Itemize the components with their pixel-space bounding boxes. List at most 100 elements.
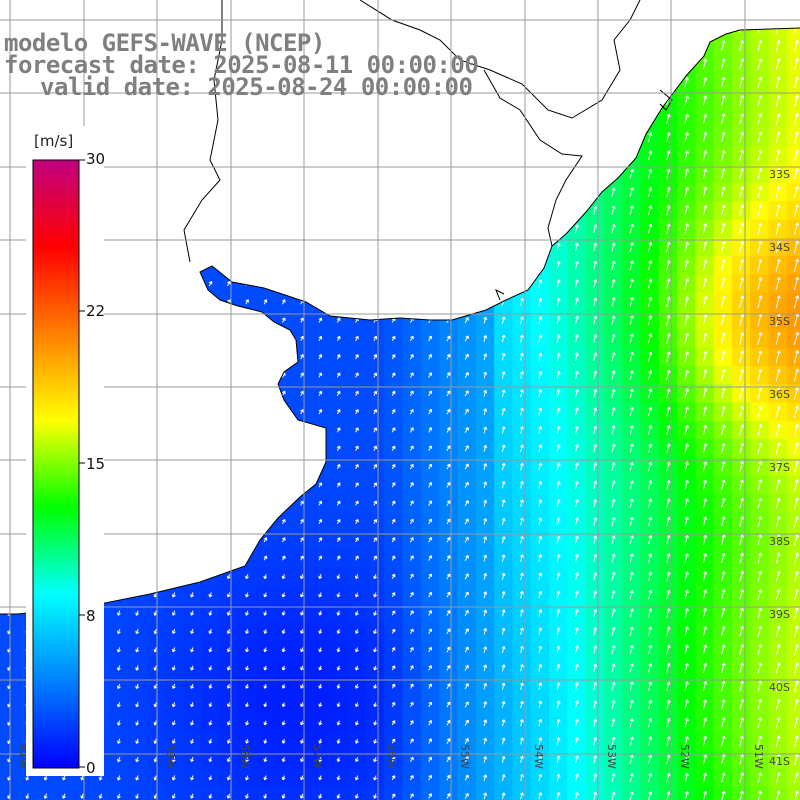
wind-arrow-icon xyxy=(391,262,396,268)
wind-arrow-icon xyxy=(318,280,323,287)
wind-arrow-icon xyxy=(702,735,708,747)
wind-arrow-icon xyxy=(135,171,140,177)
wind-arrow-icon xyxy=(135,280,140,287)
wind-arrow-icon xyxy=(757,698,763,710)
wind-arrow-icon xyxy=(318,683,323,689)
wind-arrow-icon xyxy=(117,555,121,561)
wind-arrow-icon xyxy=(25,793,30,799)
wind-arrow-icon xyxy=(391,134,396,140)
wind-arrow-icon xyxy=(373,445,377,451)
wind-arrow-icon xyxy=(263,335,268,342)
wind-arrow-icon xyxy=(483,298,488,306)
wind-arrow-icon xyxy=(538,609,543,617)
wind-arrow-icon xyxy=(281,537,286,543)
field-cell xyxy=(183,274,202,294)
wind-arrow-icon xyxy=(702,332,708,345)
wind-arrow-icon xyxy=(245,409,249,415)
colorbar-unit-label: [m/s] xyxy=(32,132,76,150)
field-cell xyxy=(549,0,568,19)
wind-arrow-icon xyxy=(391,354,396,360)
wind-arrow-icon xyxy=(501,426,506,434)
field-cell xyxy=(769,0,788,19)
wind-arrow-icon xyxy=(392,7,395,11)
field-cell xyxy=(402,28,422,38)
wind-arrow-icon xyxy=(409,134,414,140)
wind-arrow-icon xyxy=(574,77,579,87)
field-cell xyxy=(420,146,440,166)
field-cell xyxy=(183,256,202,276)
wind-arrow-icon xyxy=(794,405,799,418)
wind-arrow-icon xyxy=(208,555,213,561)
field-cell xyxy=(622,91,642,111)
wind-arrow-icon xyxy=(775,186,781,198)
wind-arrow-icon xyxy=(318,793,323,799)
wind-arrow-icon xyxy=(666,626,671,637)
wind-arrow-icon xyxy=(300,226,304,232)
field-cell xyxy=(201,128,221,147)
wind-arrow-icon xyxy=(775,113,781,125)
wind-arrow-icon xyxy=(538,444,543,453)
wind-arrow-icon xyxy=(519,792,524,800)
wind-arrow-icon xyxy=(483,591,488,599)
wind-arrow-icon xyxy=(775,735,781,747)
wind-arrow-icon xyxy=(191,7,194,11)
wind-arrow-icon xyxy=(153,445,158,451)
wind-arrow-icon xyxy=(117,445,121,451)
wind-arrow-icon xyxy=(556,28,561,32)
wind-arrow-icon xyxy=(391,610,396,616)
field-cell xyxy=(420,183,440,202)
wind-arrow-icon xyxy=(446,115,451,122)
wind-arrow-icon xyxy=(593,572,598,581)
wind-arrow-icon xyxy=(794,423,799,436)
wind-arrow-icon xyxy=(355,665,359,671)
field-cell xyxy=(347,146,367,166)
field-cell xyxy=(347,256,367,276)
wind-arrow-icon xyxy=(538,554,543,562)
field-cell xyxy=(439,28,459,38)
lat-label: 41S xyxy=(769,755,790,768)
wind-arrow-icon xyxy=(446,610,451,616)
wind-arrow-icon xyxy=(483,609,488,617)
field-cell xyxy=(201,201,221,221)
wind-arrow-icon xyxy=(135,335,140,342)
wind-arrow-icon xyxy=(538,389,543,398)
wind-arrow-icon xyxy=(208,299,213,305)
wind-arrow-icon xyxy=(281,665,286,671)
wind-arrow-icon xyxy=(153,372,158,378)
wind-arrow-icon xyxy=(373,628,377,634)
wind-arrow-icon xyxy=(190,445,194,451)
wind-arrow-icon xyxy=(593,700,598,709)
wind-arrow-icon xyxy=(775,680,781,692)
wind-arrow-icon xyxy=(172,7,175,11)
wind-arrow-icon xyxy=(648,589,653,600)
wind-arrow-icon xyxy=(775,240,781,254)
wind-arrow-icon xyxy=(446,756,451,763)
wind-arrow-icon xyxy=(538,297,543,306)
wind-arrow-icon xyxy=(794,735,799,747)
wind-arrow-icon xyxy=(721,662,726,674)
wind-arrow-icon xyxy=(721,607,726,619)
wind-arrow-icon xyxy=(135,756,140,763)
wind-arrow-icon xyxy=(556,682,561,691)
wind-arrow-icon xyxy=(538,28,543,32)
wind-arrow-icon xyxy=(757,168,763,180)
wind-arrow-icon xyxy=(446,500,451,507)
wind-arrow-icon xyxy=(647,388,653,399)
field-cell xyxy=(201,366,221,385)
wind-arrow-icon xyxy=(556,407,561,416)
wind-arrow-icon xyxy=(538,718,543,727)
wind-arrow-icon xyxy=(117,628,121,635)
field-cell xyxy=(604,0,623,19)
lon-label: 54W xyxy=(532,744,545,769)
wind-arrow-icon xyxy=(428,555,433,561)
wind-arrow-icon xyxy=(666,608,671,618)
field-cell xyxy=(786,567,800,587)
wind-arrow-icon xyxy=(739,295,745,309)
wind-arrow-icon xyxy=(373,299,377,305)
field-cell xyxy=(475,109,495,129)
wind-arrow-icon xyxy=(647,333,653,344)
wind-arrow-icon xyxy=(519,517,524,526)
wind-arrow-icon xyxy=(117,665,121,671)
wind-arrow-icon xyxy=(446,390,451,397)
wind-arrow-icon xyxy=(281,445,286,451)
